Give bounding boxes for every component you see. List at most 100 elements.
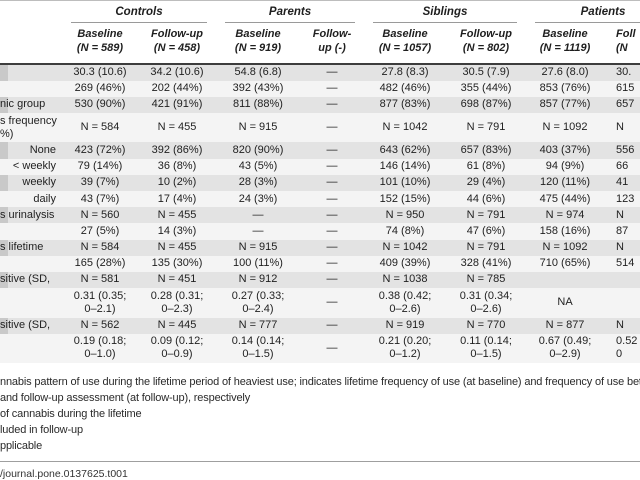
table-cell: 123 xyxy=(616,192,635,205)
row-label: s frequency %) xyxy=(0,114,57,140)
table-row: 269 (46%) 202 (44%) 392 (43%) — 482 (46%) 355… xyxy=(0,80,640,97)
column-header-siblings-followup: Follow-up (N = 802) xyxy=(446,23,527,65)
table-cell: 27.6 (8.0) xyxy=(541,66,589,78)
table-cell: 482 (46%) xyxy=(379,82,431,95)
table-cell: 0.38 (0.42; 0–2.6) xyxy=(378,289,432,315)
group-header-controls: Controls xyxy=(62,1,216,23)
footnote-line: nnabis pattern of use during the lifetim… xyxy=(0,376,640,389)
table-cell: 10 (2%) xyxy=(157,176,197,189)
group-header-row: Controls Parents Siblings Patients xyxy=(0,1,640,24)
table-cell: 328 (41%) xyxy=(460,257,512,270)
footnote-line: pplicable xyxy=(0,439,43,452)
table-cell: — xyxy=(326,82,338,95)
table-cell: 158 (16%) xyxy=(539,224,591,237)
table-cell: N = 581 xyxy=(80,273,120,286)
row-label: s lifetime xyxy=(0,239,62,256)
group-label: Parents xyxy=(225,6,355,23)
table-cell: 79 (14%) xyxy=(77,160,123,173)
table-cell: 0.09 (0.12; 0–0.9) xyxy=(150,335,204,361)
table-cell: 54.8 (6.8) xyxy=(234,66,282,78)
table-cell: 269 (46%) xyxy=(74,82,126,95)
table-row: weekly 39 (7%) 10 (2%) 28 (3%) — 101 (10%) 29 … xyxy=(0,174,640,191)
column-header-parents-followup: Follow- up (-) xyxy=(300,23,364,65)
row-label: sitive (SD, xyxy=(0,271,62,289)
table-cell: 0.52 0 xyxy=(616,335,638,361)
table-cell: 202 (44%) xyxy=(151,82,203,95)
table-cell: N = 877 xyxy=(545,319,585,331)
table-cell: N = 1038 xyxy=(382,273,428,286)
table-cell: 392 (86%) xyxy=(151,143,203,156)
table-cell: 30.5 (7.9) xyxy=(462,66,510,78)
table-cell: — xyxy=(252,208,264,221)
table-cell: 0.27 (0.33; 0–2.4) xyxy=(231,289,285,315)
table-cell: 100 (11%) xyxy=(233,257,283,270)
table-row: nic group 530 (90%) 421 (91%) 811 (88%) — 877… xyxy=(0,96,640,114)
table-row: 0.19 (0.18; 0–1.0) 0.09 (0.12; 0–0.9) 0.14… xyxy=(0,333,640,364)
footnote-divider xyxy=(0,460,640,462)
table-cell: NA xyxy=(557,296,573,309)
row-label: weekly xyxy=(0,174,62,191)
group-header-spacer xyxy=(0,1,62,24)
column-header-patients-baseline: Baseline (N = 1119) xyxy=(526,23,605,65)
column-header-spacer xyxy=(0,23,62,65)
table-row: sitive (SD, N = 581 N = 451 N = 912 — N = 103… xyxy=(0,271,640,289)
table-cell: 355 (44%) xyxy=(460,82,512,95)
table-cell: 0.28 (0.31; 0–2.3) xyxy=(150,289,204,315)
table-row: 0.31 (0.35; 0–2.1) 0.28 (0.31; 0–2.3) 0.27… xyxy=(0,288,640,318)
table-cell: N = 777 xyxy=(238,319,278,331)
table-cell: N = 584 xyxy=(80,241,120,254)
table-cell: N = 562 xyxy=(80,319,120,331)
table-container: Controls Parents Siblings Patients Basel… xyxy=(0,0,640,364)
table-cell: N = 455 xyxy=(157,241,197,254)
table-row: < weekly 79 (14%) 36 (8%) 43 (5%) — 146 (14%)… xyxy=(0,158,640,175)
table-cell: 120 (11%) xyxy=(540,176,590,189)
row-label xyxy=(0,334,62,363)
row-label: < weekly xyxy=(12,160,56,173)
table-cell: 0.14 (0.14; 0–1.5) xyxy=(231,335,285,361)
column-header-patients-followup: Foll (N xyxy=(604,23,640,65)
table-cell: N = 912 xyxy=(238,273,278,286)
table-cell: — xyxy=(326,319,338,331)
table-cell: — xyxy=(326,224,338,237)
table-cell: N = 445 xyxy=(157,319,197,331)
table-cell: 0.67 (0.49; 0–2.9) xyxy=(538,335,592,361)
table-cell: 657 xyxy=(616,98,635,111)
table-cell: — xyxy=(326,208,338,221)
table-cell: 698 (87%) xyxy=(460,98,512,111)
table-cell: 514 xyxy=(616,257,635,270)
column-header-row: Baseline (N = 589) Follow-up (N = 458) B… xyxy=(0,23,640,65)
table-cell: 165 (28%) xyxy=(74,257,126,270)
column-header-controls-followup: Follow-up (N = 458) xyxy=(138,23,216,65)
table-cell: 94 (9%) xyxy=(545,160,585,173)
table-cell: — xyxy=(326,66,338,78)
table-row: daily 43 (7%) 17 (4%) 24 (3%) — 152 (15%) 44 (… xyxy=(0,191,640,208)
table-cell: 47 (6%) xyxy=(466,224,506,237)
table-cell: — xyxy=(326,143,338,156)
table-cell: 66 xyxy=(616,160,629,173)
footnote-line: of cannabis during the lifetime xyxy=(0,407,142,420)
column-header-siblings-baseline: Baseline (N = 1057) xyxy=(364,23,446,65)
table-cell: 421 (91%) xyxy=(151,98,203,111)
table-cell: N = 1092 xyxy=(542,241,588,254)
table-row: s urinalysis N = 560 N = 455 — — N = 950 N = 7… xyxy=(0,207,640,224)
table-cell: 409 (39%) xyxy=(379,257,431,270)
table-cell: — xyxy=(326,241,338,254)
table-cell: 0.19 (0.18; 0–1.0) xyxy=(73,335,127,361)
table-row: 27 (5%) 14 (3%) — — 74 (8%) 47 (6%) 158 (16%) 8… xyxy=(0,223,640,240)
table-cell: 0.31 (0.35; 0–2.1) xyxy=(73,289,127,315)
table-cell: N = 560 xyxy=(80,208,120,221)
table-cell: 14 (3%) xyxy=(157,224,197,237)
column-header-controls-baseline: Baseline (N = 589) xyxy=(62,23,138,65)
table-row: s frequency %) N = 584 N = 455 N = 915 — N = … xyxy=(0,113,640,143)
footnote-line: luded in follow-up xyxy=(0,423,83,436)
group-header-patients: Patients xyxy=(526,1,640,23)
table-cell: 820 (90%) xyxy=(232,143,284,156)
table-cell: 87 xyxy=(616,224,629,237)
table-cell: N = 770 xyxy=(466,319,506,331)
table-cell: 615 xyxy=(616,82,635,95)
row-label xyxy=(0,256,62,272)
table-cell: 24 (3%) xyxy=(238,192,278,205)
cannabis-use-table: Controls Parents Siblings Patients Basel… xyxy=(0,0,640,364)
table-cell: N xyxy=(616,241,624,254)
